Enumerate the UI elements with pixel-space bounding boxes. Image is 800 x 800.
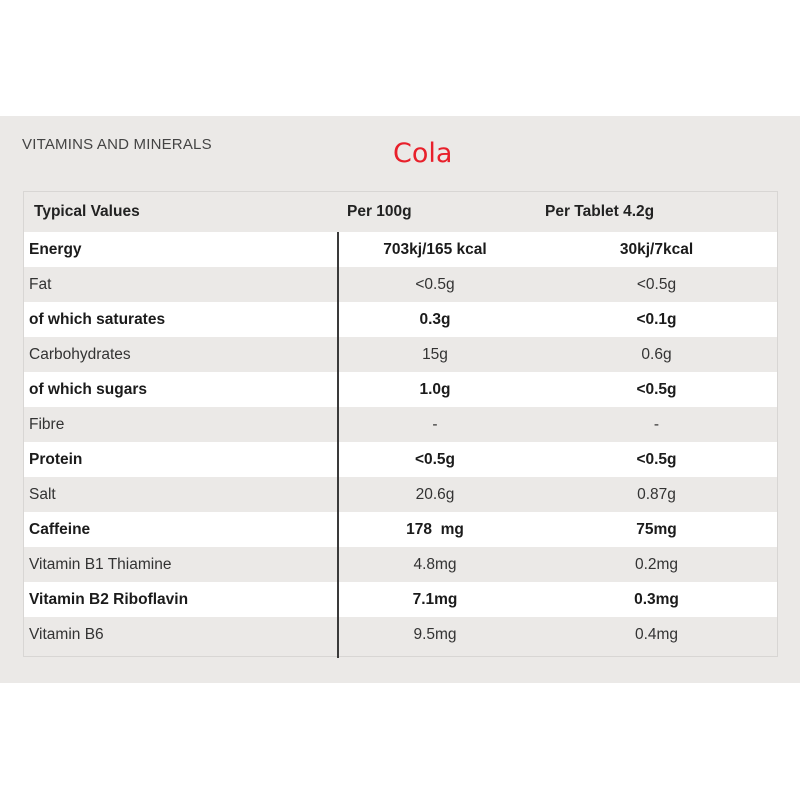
nutrition-panel: VITAMINS AND MINERALS Cola Typical Value…	[0, 116, 800, 683]
row-per-100g: 1.0g	[419, 381, 451, 398]
row-per-tablet: 0.6g	[641, 346, 672, 363]
table-row: Vitamin B2 Riboflavin 7.1mg 0.3mg	[24, 582, 777, 617]
row-per-tablet: 75mg	[636, 521, 677, 538]
row-per-tablet: 0.3mg	[634, 591, 679, 608]
table-row: Vitamin B1 Thiamine 4.8mg 0.2mg	[24, 547, 777, 582]
table-row: Salt 20.6g 0.87g	[24, 477, 777, 512]
row-label: Fat	[29, 276, 52, 293]
table-row: of which saturates 0.3g <0.1g	[24, 302, 777, 337]
row-per-tablet: <0.5g	[636, 451, 677, 468]
row-label: Caffeine	[29, 521, 91, 538]
column-divider	[337, 232, 339, 658]
table-row: Carbohydrates 15g 0.6g	[24, 337, 777, 372]
row-per-100g: 15g	[422, 346, 448, 363]
table-row: Vitamin B6 9.5mg 0.4mg	[24, 617, 777, 656]
row-per-100g: 0.3g	[419, 311, 451, 328]
table-row: Fibre - -	[24, 407, 777, 442]
row-label: Vitamin B1 Thiamine	[29, 556, 172, 573]
product-title: Cola	[393, 138, 453, 169]
table-row: Energy 703kj/165 kcal 30kj/7kcal	[24, 232, 777, 267]
nutrition-table: Typical Values Per 100g Per Tablet 4.2g …	[23, 191, 778, 658]
row-per-100g: <0.5g	[414, 451, 456, 468]
row-per-tablet: 0.4mg	[634, 626, 679, 643]
header-typical-values: Typical Values	[34, 203, 140, 220]
row-per-tablet: 0.87g	[637, 486, 676, 503]
row-label: Energy	[29, 241, 82, 258]
row-per-100g: 7.1mg	[412, 591, 458, 608]
row-per-100g: 20.6g	[415, 486, 455, 503]
table-header: Typical Values Per 100g Per Tablet 4.2g	[24, 192, 777, 232]
table-row: Fat <0.5g <0.5g	[24, 267, 777, 302]
table-row: Protein <0.5g <0.5g	[24, 442, 777, 477]
row-label: Vitamin B2 Riboflavin	[29, 591, 189, 608]
row-label: Fibre	[29, 416, 65, 433]
table-row: Caffeine 178 mg 75mg	[24, 512, 777, 547]
row-label: Vitamin B6	[29, 626, 104, 643]
row-label: of which saturates	[29, 311, 166, 328]
row-per-100g: 4.8mg	[413, 556, 457, 573]
row-label: of which sugars	[29, 381, 147, 398]
row-per-100g: 9.5mg	[413, 626, 457, 643]
row-per-tablet: 0.2mg	[634, 556, 679, 573]
row-per-tablet: <0.5g	[636, 381, 677, 398]
row-per-tablet: <0.5g	[636, 276, 677, 293]
row-per-tablet: -	[653, 416, 660, 433]
table-row: of which sugars 1.0g <0.5g	[24, 372, 777, 407]
row-label: Carbohydrates	[29, 346, 131, 363]
row-per-100g: 703kj/165 kcal	[383, 241, 487, 258]
row-per-100g: <0.5g	[415, 276, 455, 293]
row-per-100g: 178 mg	[406, 521, 464, 538]
header-per-tablet: Per Tablet 4.2g	[545, 203, 655, 220]
row-label: Salt	[29, 486, 56, 503]
header-per-100g: Per 100g	[347, 203, 412, 220]
row-per-tablet: <0.1g	[636, 311, 677, 328]
row-label: Protein	[29, 451, 83, 468]
row-per-tablet: 30kj/7kcal	[619, 241, 694, 258]
section-title: VITAMINS AND MINERALS	[22, 136, 212, 153]
row-per-100g: -	[432, 416, 438, 433]
